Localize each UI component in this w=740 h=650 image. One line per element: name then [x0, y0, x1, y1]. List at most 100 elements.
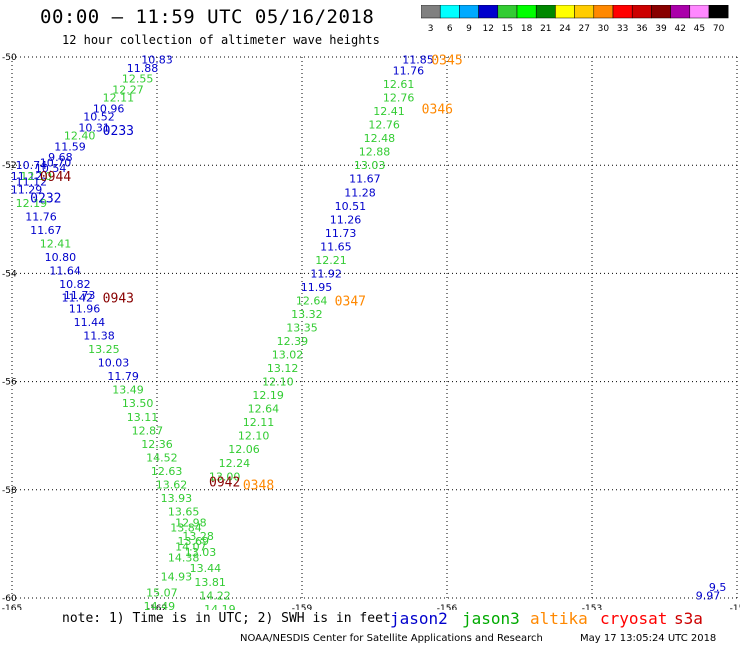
- wave-height-value: 12.27: [112, 83, 144, 96]
- legend-jason2: jason2: [390, 609, 448, 628]
- pass-time-labels: 0233 0944 0232 0943 0942 0348 0347 0346 0345: [30, 54, 462, 494]
- wave-height-value: 13.65: [168, 505, 200, 518]
- wave-height-value: 13.62: [156, 478, 188, 491]
- wave-height-value: 12.87: [132, 424, 164, 437]
- colorbar-label: 24: [559, 24, 571, 34]
- wave-height-value: 11.38: [83, 330, 115, 343]
- wave-height-value: 11.44: [74, 316, 106, 329]
- wave-height-value: 11.67: [30, 224, 62, 237]
- wave-height-value: 12.11: [243, 416, 275, 429]
- wave-height-value: 9.97: [696, 589, 721, 602]
- wave-height-value: 12.64: [296, 294, 328, 307]
- colorbar-label: 12: [482, 24, 493, 34]
- legend-cryosat: cryosat: [600, 609, 668, 628]
- wave-height-value: 13.93: [161, 492, 193, 505]
- pass-time-label: 0942: [209, 476, 240, 491]
- wave-height-value: 10.82: [59, 278, 91, 291]
- wave-height-value: 13.50: [122, 397, 154, 410]
- wave-height-value: 9.68: [48, 151, 73, 164]
- wave-height-value: 13.03: [354, 159, 386, 172]
- lat-tick-label: -58: [2, 486, 17, 496]
- wave-height-value: 14.07: [175, 541, 207, 554]
- wave-height-value: 12.98: [175, 516, 207, 529]
- wave-height-value: 10.83: [141, 54, 173, 67]
- pass-time-label: 0345: [431, 54, 462, 69]
- wave-height-value: 11.79: [107, 370, 139, 383]
- wave-height-value: 9.5: [709, 581, 727, 594]
- wave-height-map: -165 -162 -159 -156 -153 -15 -50 -52 -54 -56 -58 -6…: [2, 53, 740, 610]
- wave-height-value: 13.11: [127, 411, 159, 424]
- wave-height-value: 11.76: [25, 211, 57, 224]
- graticule: [11, 56, 738, 599]
- lat-tick-label: -52: [2, 161, 17, 171]
- wave-height-value: 14.19: [204, 603, 236, 610]
- wave-height-value: 10.74: [16, 159, 48, 172]
- wave-height-value: 13.49: [112, 384, 144, 397]
- legend-jason3: jason3: [462, 609, 520, 628]
- pass-time-label: 0347: [335, 294, 366, 309]
- wave-height-value: 13.32: [291, 308, 323, 321]
- wave-height-value: 12.61: [383, 78, 415, 91]
- wave-height-value: 13.84: [170, 522, 202, 535]
- pass-time-label: 0346: [422, 102, 453, 117]
- wave-height-value: 13.25: [88, 343, 120, 356]
- wave-height-value: 11.73: [325, 227, 357, 240]
- wave-height-value: 13.69: [178, 535, 210, 548]
- wave-height-value: 11.12: [16, 175, 48, 188]
- colorbar-label: 15: [502, 24, 513, 34]
- wave-height-value: 12.39: [277, 335, 309, 348]
- wave-height-value: 13.12: [267, 362, 299, 375]
- colorbar-label: 21: [540, 24, 551, 34]
- wave-height-value: 12.41: [373, 105, 405, 118]
- wave-height-value: 10.54: [35, 162, 67, 175]
- generated-timestamp: May 17 13:05:24 UTC 2018: [580, 633, 717, 644]
- wave-height-value: 12.10: [238, 430, 270, 443]
- wave-height-value: 15.07: [146, 587, 178, 600]
- wave-height-value: 10.31: [78, 121, 110, 134]
- pass-time-label: 0348: [243, 478, 274, 493]
- wave-height-value: 13.28: [182, 530, 214, 543]
- wave-height-value: 10.96: [93, 102, 125, 115]
- colorbar-label: 27: [578, 24, 589, 34]
- wave-height-value: 12.41: [40, 238, 72, 251]
- legend-altika: altika: [530, 609, 588, 628]
- wave-height-value: 12.64: [248, 403, 280, 416]
- wave-height-value: 11.95: [301, 281, 333, 294]
- wave-height-value: 11.12: [11, 170, 43, 183]
- lon-tick-label: -165: [2, 604, 22, 610]
- colorbar-label: 3: [428, 24, 434, 34]
- wave-height-value: 12.06: [228, 443, 260, 456]
- wave-height-value: 12.24: [219, 457, 251, 470]
- wave-height-value: 12.55: [122, 73, 154, 86]
- wave-height-value: 12.76: [383, 92, 415, 105]
- wave-height-value: 10.70: [40, 156, 72, 169]
- lat-tick-label: -50: [2, 53, 17, 63]
- wave-height-value: 14.22: [199, 589, 231, 602]
- wave-height-value: 13.81: [194, 576, 226, 589]
- wave-height-value: 11.85: [402, 54, 434, 67]
- chart-title: 00:00 – 11:59 UTC 05/16/2018: [40, 6, 375, 28]
- lon-tick-label: -15: [730, 604, 740, 610]
- colorbar-label: 18: [521, 24, 533, 34]
- wave-height-value: 12.19: [16, 197, 48, 210]
- wave-height-value: 13.02: [272, 349, 304, 362]
- wave-height-value: 11.64: [49, 265, 81, 278]
- lon-tick-label: -162: [147, 604, 167, 610]
- footer-note: note: 1) Time is in UTC; 2) SWH is in fe…: [62, 611, 391, 626]
- colorbar-label: 45: [694, 24, 705, 34]
- wave-height-value: 10.80: [45, 251, 77, 264]
- wave-height-value: 12.88: [359, 146, 391, 159]
- pass-time-label: 0232: [30, 192, 61, 207]
- legend-s3a: s3a: [674, 609, 703, 628]
- wave-height-value: 11.73: [64, 289, 96, 302]
- wave-height-observations: 10.8311.8812.5512.2712.1110.9610.5210.31…: [11, 54, 727, 610]
- wave-height-value: 11.88: [127, 62, 159, 75]
- wave-height-value: 13.00: [209, 470, 241, 483]
- wave-height-value: 14.38: [168, 551, 200, 564]
- lon-tick-label: -156: [437, 604, 458, 610]
- lon-tick-label: -153: [582, 604, 602, 610]
- colorbar-label: 33: [617, 24, 628, 34]
- lat-tick-label: -60: [2, 594, 17, 604]
- pass-time-label: 0943: [103, 292, 134, 307]
